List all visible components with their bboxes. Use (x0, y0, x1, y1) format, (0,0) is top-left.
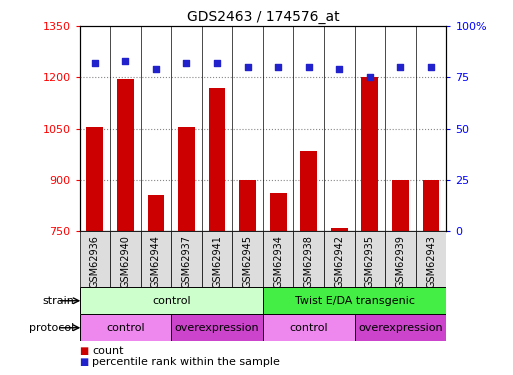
Bar (300, 151, 317, 231)
Bar (270, 194, 287, 231)
Point (427, 64, 435, 70)
Text: protocol: protocol (29, 323, 74, 333)
Bar (209, 88, 226, 231)
Bar (263, 314, 354, 341)
Bar (110, 231, 141, 287)
Bar (148, 195, 164, 231)
Text: GSM62938: GSM62938 (304, 236, 314, 288)
Text: percentile rank within the sample: percentile rank within the sample (92, 357, 280, 367)
Bar (117, 79, 134, 231)
Text: count: count (92, 346, 124, 355)
Bar (354, 231, 385, 287)
Text: Twist E/DA transgenic: Twist E/DA transgenic (294, 296, 415, 306)
Bar (416, 231, 446, 287)
Bar (362, 78, 378, 231)
Point (397, 64, 405, 70)
Text: GSM62942: GSM62942 (334, 236, 344, 288)
Text: overexpression: overexpression (358, 323, 443, 333)
Text: GSM62934: GSM62934 (273, 236, 283, 288)
Point (305, 64, 313, 70)
Bar (80, 287, 263, 314)
Text: ■: ■ (80, 346, 89, 355)
Title: GDS2463 / 174576_at: GDS2463 / 174576_at (187, 10, 339, 24)
Bar (423, 180, 440, 231)
Point (274, 64, 282, 70)
Point (183, 60, 191, 66)
Bar (263, 231, 293, 287)
Text: GSM62935: GSM62935 (365, 236, 375, 288)
Bar (263, 287, 446, 314)
Bar (171, 314, 263, 341)
Bar (354, 314, 446, 341)
Bar (293, 231, 324, 287)
Text: control: control (152, 296, 190, 306)
Point (244, 64, 252, 70)
Bar (86, 127, 103, 231)
Point (152, 66, 160, 72)
Bar (141, 231, 171, 287)
Text: GSM62941: GSM62941 (212, 236, 222, 288)
Bar (80, 231, 110, 287)
Text: control: control (106, 323, 145, 333)
Text: GSM62936: GSM62936 (90, 236, 100, 288)
Text: GSM62943: GSM62943 (426, 236, 436, 288)
Text: GSM62939: GSM62939 (396, 236, 405, 288)
Bar (80, 314, 171, 341)
Bar (202, 231, 232, 287)
Point (91, 60, 99, 66)
Point (366, 74, 374, 81)
Bar (392, 180, 409, 231)
Bar (385, 231, 416, 287)
Bar (171, 231, 202, 287)
Text: control: control (289, 323, 328, 333)
Point (335, 66, 343, 72)
Text: GSM62937: GSM62937 (182, 236, 191, 288)
Text: ■: ■ (80, 357, 89, 367)
Text: GSM62940: GSM62940 (121, 236, 130, 288)
Text: GSM62944: GSM62944 (151, 236, 161, 288)
Point (213, 60, 221, 66)
Bar (232, 231, 263, 287)
Point (121, 58, 129, 64)
Text: GSM62945: GSM62945 (243, 236, 252, 288)
Bar (178, 127, 195, 231)
Text: strain: strain (43, 296, 74, 306)
Bar (239, 180, 256, 231)
Text: overexpression: overexpression (175, 323, 260, 333)
Bar (324, 231, 354, 287)
Bar (331, 228, 348, 231)
